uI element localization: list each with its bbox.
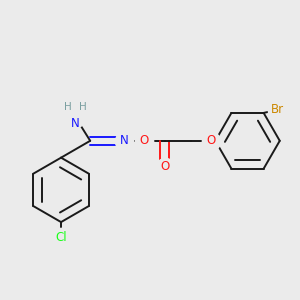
Text: N: N <box>120 134 128 147</box>
Text: N: N <box>71 118 80 130</box>
Text: H: H <box>64 102 72 112</box>
Text: Br: Br <box>271 103 284 116</box>
Text: O: O <box>160 160 169 173</box>
Text: Cl: Cl <box>55 231 67 244</box>
Text: H: H <box>79 102 86 112</box>
Text: O: O <box>139 134 148 147</box>
Text: O: O <box>206 134 215 147</box>
